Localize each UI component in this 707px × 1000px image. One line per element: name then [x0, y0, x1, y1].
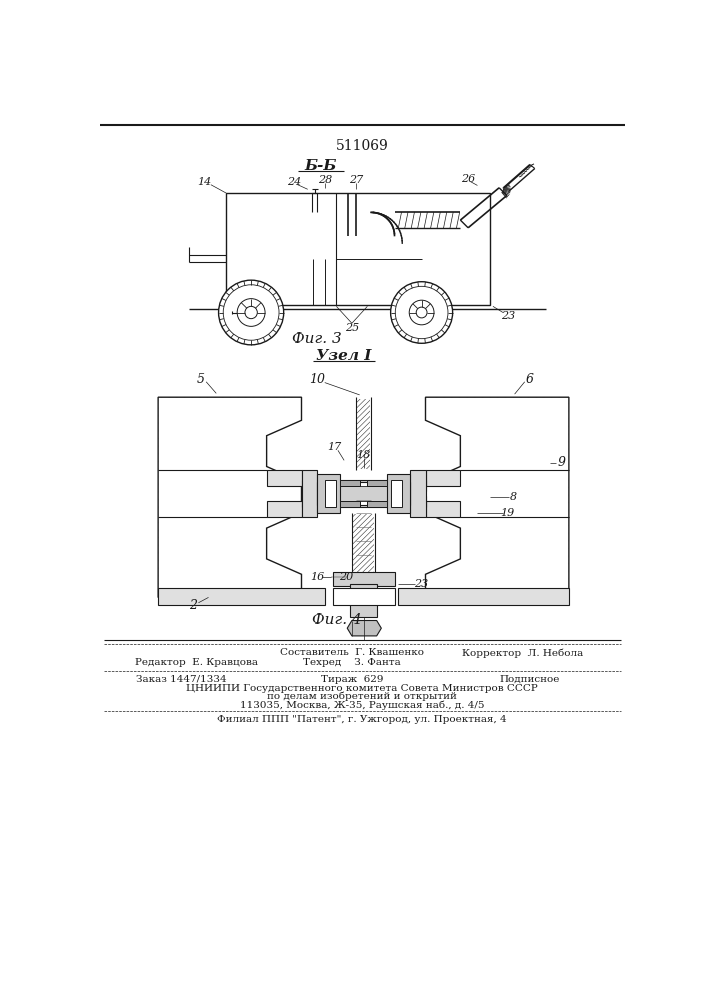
Text: 511069: 511069: [336, 139, 388, 153]
Text: 8: 8: [510, 492, 517, 502]
Circle shape: [237, 299, 265, 326]
Text: Фиг. 4: Фиг. 4: [312, 613, 361, 628]
Text: 5: 5: [197, 373, 205, 386]
Bar: [351, 584, 377, 617]
Bar: [267, 501, 301, 517]
Text: Б-Б: Б-Б: [305, 159, 337, 173]
Text: 113035, Москва, Ж-35, Раушская наб., д. 4/5: 113035, Москва, Ж-35, Раушская наб., д. …: [240, 700, 484, 710]
Bar: [368, 501, 387, 507]
Text: Подписное: Подписное: [500, 675, 561, 684]
Polygon shape: [426, 397, 569, 597]
Text: Филиал ППП "Патент", г. Ужгород, ул. Проектная, 4: Филиал ППП "Патент", г. Ужгород, ул. Про…: [217, 715, 507, 724]
Text: 20: 20: [339, 572, 353, 582]
Circle shape: [395, 286, 448, 339]
Text: 25: 25: [345, 323, 359, 333]
Polygon shape: [158, 397, 301, 597]
Bar: [267, 470, 301, 486]
Text: 27: 27: [349, 175, 363, 185]
Polygon shape: [347, 620, 381, 636]
Bar: [340, 501, 360, 507]
Bar: [387, 474, 410, 513]
Text: Техред    З. Фанта: Техред З. Фанта: [303, 658, 401, 667]
Bar: [226, 193, 490, 305]
Text: ЦНИИПИ Государственного комитета Совета Министров СССР: ЦНИИПИ Государственного комитета Совета …: [186, 684, 538, 693]
Text: Фиг. 3: Фиг. 3: [292, 332, 342, 346]
Bar: [317, 474, 340, 513]
Text: 23: 23: [414, 579, 428, 589]
Text: по делам изобретений и открытий: по делам изобретений и открытий: [267, 692, 457, 701]
Text: 6: 6: [526, 373, 534, 386]
Bar: [332, 572, 395, 586]
Circle shape: [409, 300, 434, 325]
Text: 28: 28: [317, 175, 332, 185]
Text: 16: 16: [310, 572, 324, 582]
Bar: [391, 480, 402, 507]
Bar: [398, 588, 569, 605]
Text: 18: 18: [356, 450, 370, 460]
Text: Узел I: Узел I: [317, 349, 372, 363]
Bar: [317, 486, 410, 501]
Bar: [158, 588, 325, 605]
Bar: [426, 501, 460, 517]
Circle shape: [416, 307, 427, 318]
Bar: [325, 480, 337, 507]
Bar: [301, 496, 426, 507]
Circle shape: [218, 280, 284, 345]
Bar: [317, 482, 410, 505]
Text: 9: 9: [557, 456, 565, 469]
Circle shape: [391, 282, 452, 343]
Bar: [301, 480, 426, 491]
Text: 19: 19: [500, 508, 514, 518]
Text: 14: 14: [197, 177, 212, 187]
Circle shape: [223, 285, 279, 340]
Bar: [426, 470, 460, 486]
Text: 10: 10: [309, 373, 325, 386]
Bar: [340, 480, 360, 486]
Text: Редактор  Е. Кравцова: Редактор Е. Кравцова: [135, 658, 258, 667]
Text: Корректор  Л. Небола: Корректор Л. Небола: [462, 648, 583, 658]
Text: Тираж  629: Тираж 629: [321, 675, 383, 684]
Text: 17: 17: [328, 442, 342, 452]
Text: Заказ 1447/1334: Заказ 1447/1334: [136, 675, 227, 684]
Text: 23: 23: [501, 311, 515, 321]
Bar: [410, 470, 426, 517]
Text: 24: 24: [286, 177, 301, 187]
Bar: [301, 470, 317, 517]
Text: 26: 26: [461, 174, 475, 184]
Text: Составитель  Г. Квашенко: Составитель Г. Квашенко: [280, 648, 424, 657]
Bar: [332, 588, 395, 605]
Bar: [368, 480, 387, 486]
Text: 2: 2: [189, 599, 197, 612]
Circle shape: [245, 306, 257, 319]
